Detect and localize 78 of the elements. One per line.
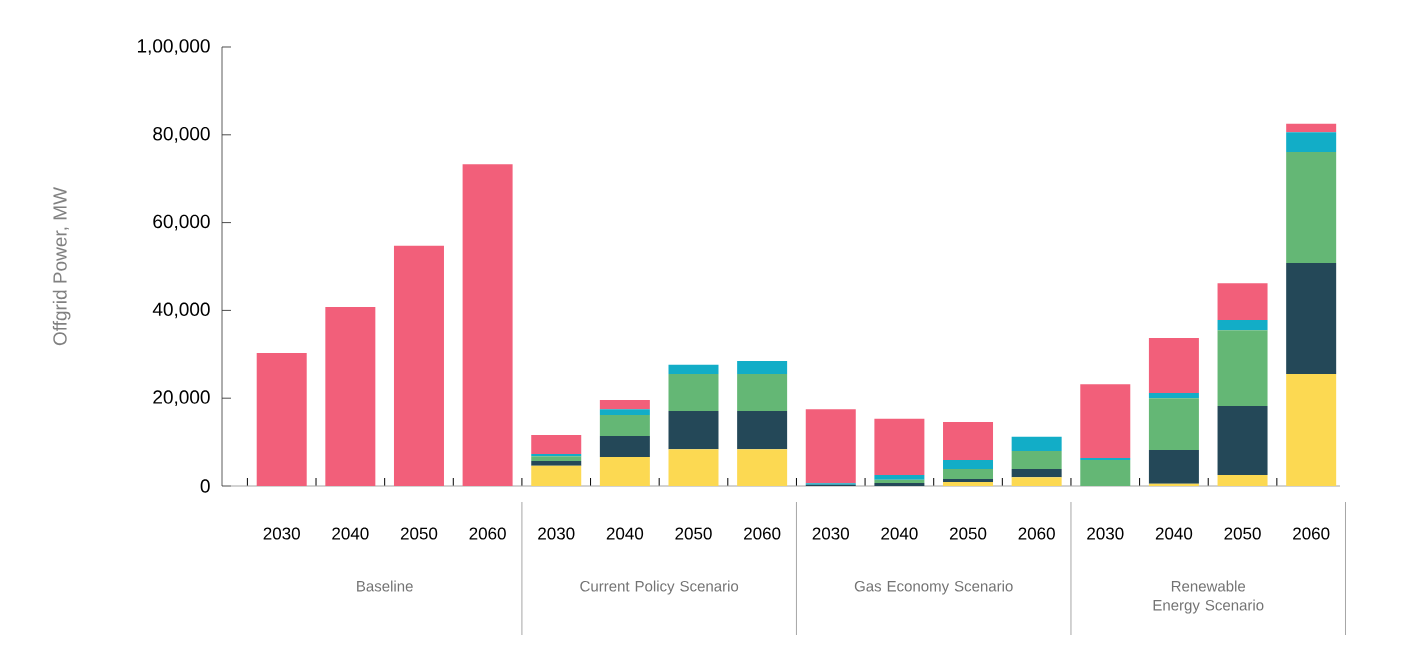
bar [256, 352, 307, 486]
bar [1148, 392, 1199, 399]
text: Current Policy Scenario [580, 580, 739, 595]
x-tick-label: 2040 [881, 527, 918, 540]
bar [1148, 398, 1199, 450]
x-tick-label: 2060 [469, 527, 506, 540]
bar [1286, 132, 1337, 152]
bar [668, 364, 719, 375]
bar [1148, 450, 1199, 484]
bar [531, 465, 582, 486]
x-tick-label: 2060 [1018, 527, 1055, 540]
bar [943, 478, 994, 483]
bar [1011, 436, 1062, 451]
bar [393, 245, 444, 486]
bar [668, 449, 719, 486]
bar [325, 306, 376, 486]
bar [1080, 457, 1131, 461]
bar [1080, 384, 1131, 458]
bar [1217, 320, 1268, 331]
y-axis-title: Offgrid Power, MW [52, 187, 71, 346]
bar [668, 374, 719, 411]
bar [805, 409, 856, 484]
y-tick-label: 0 [200, 479, 210, 493]
text: Gas Economy Scenario [854, 580, 1013, 595]
bar [874, 475, 925, 480]
bar [874, 418, 925, 476]
x-tick-label: 2050 [400, 527, 438, 540]
text: Renewable Energy Scenario [1153, 580, 1264, 614]
bar [737, 360, 788, 375]
y-tick-label: 80,000 [153, 126, 210, 143]
bar [943, 421, 994, 461]
bar [599, 457, 650, 486]
bar [599, 399, 650, 410]
x-tick-label: 2050 [675, 527, 712, 540]
x-tick-label: 2050 [1224, 527, 1261, 540]
bar [599, 414, 650, 436]
bar [1286, 151, 1337, 263]
bar [737, 449, 788, 486]
bar [1011, 477, 1062, 486]
bar [1011, 450, 1062, 469]
bar [1217, 283, 1268, 321]
y-tick-label: 20,000 [153, 390, 210, 407]
x-tick-label: 2040 [1155, 527, 1193, 540]
bar [599, 409, 650, 415]
x-tick-label: 2030 [538, 527, 575, 540]
y-tick-label: 1,00,000 [137, 39, 210, 55]
bar [1011, 468, 1062, 478]
bar [1217, 330, 1268, 407]
x-tick-label: 2060 [1293, 527, 1330, 540]
bar [737, 374, 788, 411]
bar [1148, 483, 1199, 486]
text: Baseline [357, 580, 413, 592]
y-tick-label: 60,000 [153, 214, 210, 231]
bar [531, 460, 582, 466]
bar [1080, 460, 1131, 486]
bar [737, 410, 788, 450]
bar [531, 456, 582, 461]
x-tick-label: 2060 [744, 527, 781, 540]
x-tick-label: 2040 [332, 527, 369, 540]
x-tick-label: 2030 [263, 527, 300, 540]
bar [1217, 475, 1268, 486]
bar [1286, 374, 1337, 486]
bar [1286, 123, 1337, 133]
bar [1217, 406, 1268, 476]
bar [1148, 338, 1199, 393]
bar [943, 460, 994, 469]
bar [1286, 262, 1337, 375]
bar [531, 453, 582, 457]
x-tick-label: 2040 [606, 527, 644, 540]
bar [599, 435, 650, 458]
y-tick-label: 40,000 [152, 302, 210, 319]
bar [668, 410, 719, 450]
bar [943, 468, 994, 479]
bar [531, 435, 582, 454]
x-tick-label: 2030 [812, 527, 849, 540]
x-tick-label: 2030 [1087, 527, 1124, 540]
x-tick-label: 2050 [949, 527, 987, 540]
bar [462, 164, 513, 486]
